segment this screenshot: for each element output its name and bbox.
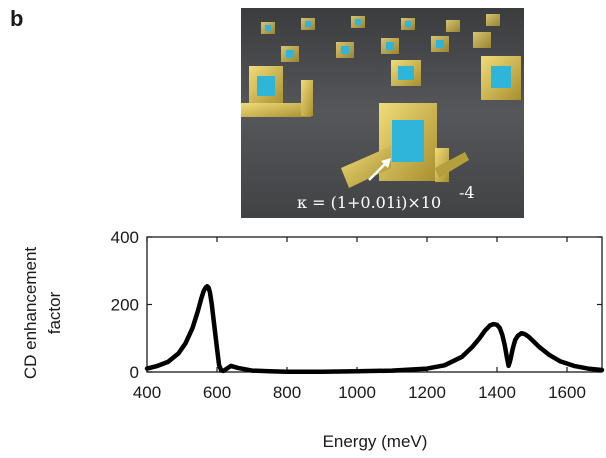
y-axis: 0 200 400: [111, 228, 602, 382]
x-tick-label: 600: [203, 383, 231, 402]
series-line-0: [144, 284, 605, 374]
nanostructure-illustration: κ = (1+0.01i)×10 -4: [241, 8, 524, 218]
panel-label: b: [10, 6, 24, 31]
x-tick-label: 1400: [478, 383, 516, 402]
kappa-exponent: -4: [459, 183, 475, 202]
y-tick-label: 200: [111, 296, 139, 315]
kappa-annotation: κ = (1+0.01i)×10: [297, 193, 441, 212]
x-axis-title: Energy (meV): [323, 432, 428, 451]
y-axis-title-line-1: CD enhancement: [21, 247, 40, 380]
y-tick-label: 400: [111, 228, 139, 247]
x-tick-label: 1000: [338, 383, 376, 402]
x-tick-label: 800: [273, 383, 301, 402]
x-tick-label: 1200: [408, 383, 446, 402]
split-ring-array-render: κ = (1+0.01i)×10 -4: [241, 8, 524, 218]
x-tick-label: 1600: [548, 383, 586, 402]
x-axis: 400 600 800 1000 1200 1400 1600: [133, 237, 586, 402]
y-tick-label: 0: [130, 363, 139, 382]
series-layer: [144, 284, 605, 374]
y-axis-title-line-2: factor: [45, 291, 64, 334]
x-tick-label: 400: [133, 383, 161, 402]
